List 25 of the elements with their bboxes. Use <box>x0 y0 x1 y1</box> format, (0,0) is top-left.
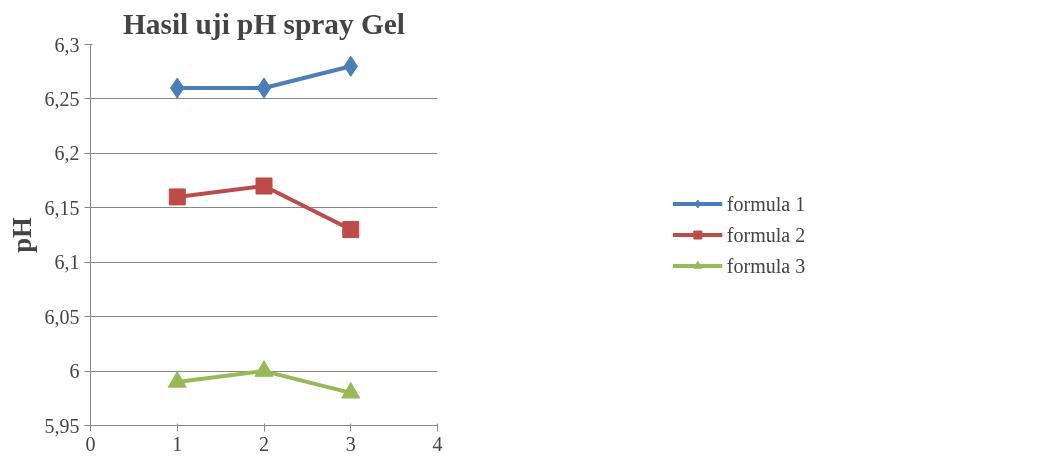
y-tick-label: 6,05 <box>44 305 80 328</box>
x-tick-label: 4 <box>432 432 443 455</box>
point <box>168 188 186 206</box>
y-axis-title: pH <box>6 216 37 253</box>
point <box>254 360 274 377</box>
legend-label: formula 3 <box>726 254 806 277</box>
y-tick-label: 6,1 <box>54 251 80 274</box>
x-tick-label: 3 <box>345 432 356 455</box>
x-tick-label: 0 <box>85 432 96 455</box>
y-tick-label: 6,15 <box>44 196 80 219</box>
y-tick-label: 6 <box>69 360 80 383</box>
x-tick-label: 1 <box>172 432 183 455</box>
y-tick-label: 6,3 <box>54 33 80 56</box>
y-tick-label: 5,95 <box>44 414 80 437</box>
chart-title: Hasil uji pH spray Gel <box>123 7 405 40</box>
x-tick-label: 2 <box>259 432 269 455</box>
y-tick-label: 6,25 <box>44 87 80 110</box>
point <box>342 221 360 239</box>
legend-label: formula 1 <box>726 192 806 215</box>
point <box>255 177 273 195</box>
legend-label: formula 2 <box>726 223 806 246</box>
point <box>341 381 361 399</box>
point <box>167 371 187 388</box>
point <box>256 77 272 99</box>
y-tick-label: 6,2 <box>54 142 80 165</box>
